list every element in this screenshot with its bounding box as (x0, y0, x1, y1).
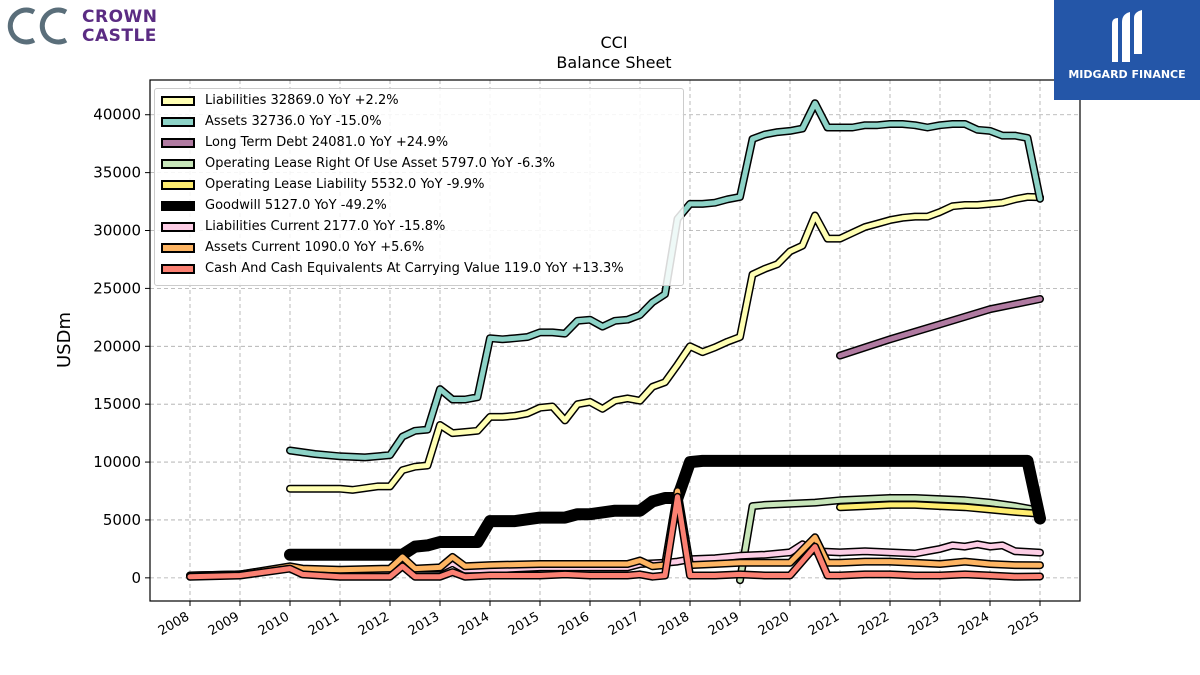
x-tick-label: 2021 (806, 609, 842, 639)
legend-swatch (161, 138, 195, 148)
logo-line-1: CROWN (82, 7, 158, 27)
x-tick-label: 2010 (256, 609, 292, 639)
y-tick-label: 10000 (93, 453, 141, 471)
series-line-operating-lease-right-of-use-asset (737, 495, 1043, 583)
crown-castle-logo: CROWN CASTLE (4, 4, 164, 48)
legend-swatch (161, 159, 195, 169)
plot-frame (149, 79, 1081, 602)
chart-subtitle: Balance Sheet (556, 53, 671, 72)
x-tick-label: 2009 (206, 609, 242, 639)
x-tick-label: 2016 (556, 609, 592, 639)
series-line-liabilities (287, 194, 1043, 493)
legend-label: Operating Lease Liability 5532.0 YoY -9.… (205, 177, 485, 192)
legend-label: Goodwill 5127.0 YoY -49.2% (205, 198, 387, 213)
x-tick-label: 2022 (856, 609, 892, 639)
series-line-operating-lease-liability (837, 502, 1043, 517)
legend-swatch (161, 180, 195, 190)
x-tick-label: 2012 (356, 609, 392, 639)
legend-label: Operating Lease Right Of Use Asset 5797.… (205, 156, 555, 171)
series-line-goodwill (285, 456, 1045, 560)
chart-legend: Liabilities 32869.0 YoY +2.2% Assets 3273… (154, 88, 684, 286)
y-tick-label: 35000 (93, 164, 141, 182)
x-tick-label: 2017 (606, 609, 642, 639)
x-tick-label: 2013 (406, 609, 442, 639)
y-tick-label: 5000 (103, 511, 141, 529)
chart-title: CCI (600, 33, 627, 52)
legend-label: Cash And Cash Equivalents At Carrying Va… (205, 261, 624, 276)
series-line-cash-and-cash-equivalents-at-carrying-value (187, 494, 1043, 580)
x-tick-label: 2023 (906, 609, 942, 639)
series-lines (186, 99, 1046, 585)
legend-label: Assets 32736.0 YoY -15.0% (205, 114, 382, 129)
midgard-finance-logo: MIDGARD FINANCE (1054, 0, 1200, 100)
x-tick-label: 2008 (156, 609, 192, 639)
midgard-brand-text: MIDGARD FINANCE (1068, 68, 1186, 81)
legend-swatch (161, 201, 195, 211)
legend-label: Long Term Debt 24081.0 YoY +24.9% (205, 135, 449, 150)
y-tick-label: 0 (131, 569, 141, 587)
x-tick-label: 2025 (1006, 609, 1042, 639)
x-tick-label: 2011 (306, 609, 342, 639)
x-tick-label: 2015 (506, 609, 542, 639)
y-tick-label: 15000 (93, 395, 141, 413)
x-tick-label: 2024 (956, 609, 992, 639)
legend-label: Assets Current 1090.0 YoY +5.6% (205, 240, 425, 255)
legend-swatch (161, 243, 195, 253)
legend-label: Liabilities Current 2177.0 YoY -15.8% (205, 219, 446, 234)
legend-swatch (161, 96, 195, 106)
legend-swatch (161, 117, 195, 127)
y-tick-label: 30000 (93, 222, 141, 240)
y-tick-label: 25000 (93, 279, 141, 297)
series-line-assets (287, 100, 1043, 460)
x-tick-label: 2020 (756, 609, 792, 639)
x-axis: 2008 2009 2010 2011 2012 2013 2014 2015 2016 2017… (156, 601, 1042, 639)
x-tick-label: 2019 (706, 609, 742, 639)
logo-line-2: CASTLE (82, 26, 157, 46)
x-tick-label: 2014 (456, 609, 492, 639)
crown-castle-mark-icon (7, 7, 68, 45)
y-axis: 0 5000 10000 15000 20000 25000 30000 35000 40000 (93, 106, 150, 587)
midgard-mark-icon (1112, 10, 1142, 62)
legend-swatch (161, 222, 195, 232)
series-line-long-term-debt (837, 296, 1043, 359)
y-tick-label: 40000 (93, 106, 141, 124)
x-tick-label: 2018 (656, 609, 692, 639)
y-tick-label: 20000 (93, 337, 141, 355)
legend-label: Liabilities 32869.0 YoY +2.2% (205, 93, 399, 108)
y-axis-label: USDm (54, 312, 75, 368)
legend-swatch (161, 264, 195, 274)
